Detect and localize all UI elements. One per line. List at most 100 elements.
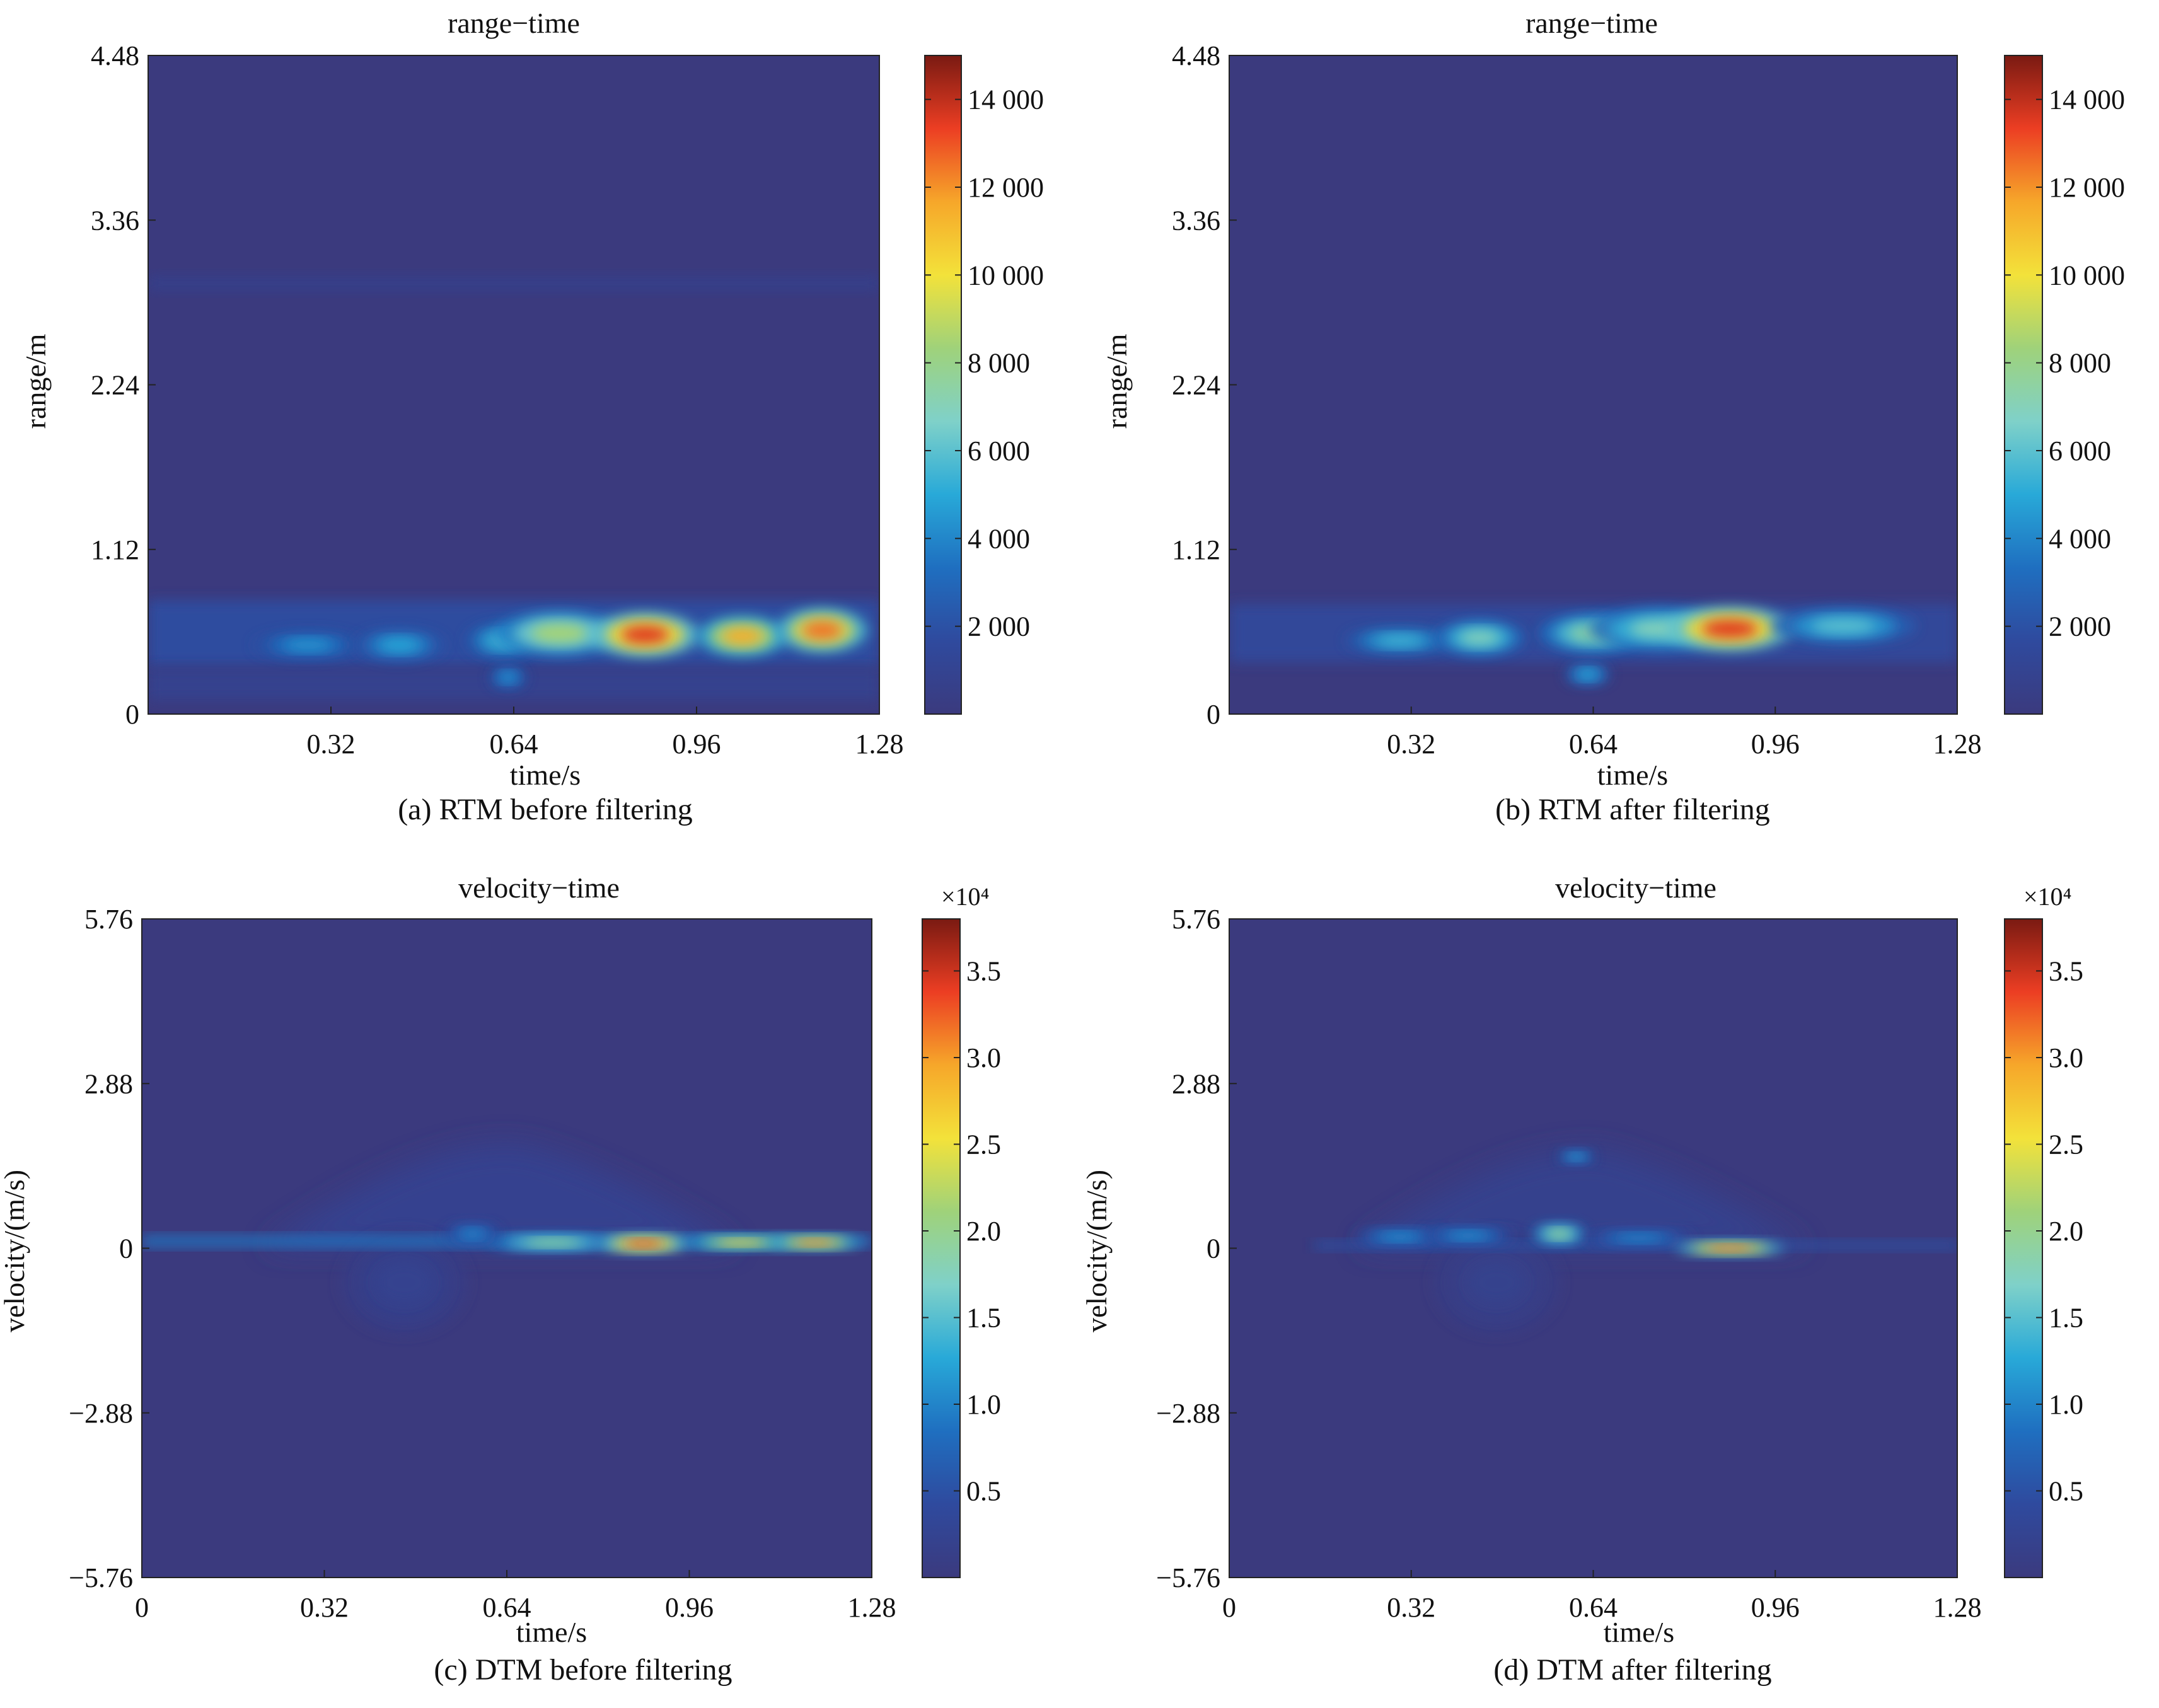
y-tick-label: 0 [1207,1233,1220,1264]
y-tick-label: 3.36 [91,205,139,236]
x-tick-label: 0.32 [1387,1592,1435,1623]
y-axis-label: range/m [20,333,52,429]
heatmap-feature [1547,1230,1571,1238]
colorbar-tick-label: 1.0 [966,1389,1001,1420]
colorbar-tick-label: 0.5 [2049,1476,2083,1507]
figure-caption: (b) RTM after filtering [1495,793,1770,826]
x-axis-label: time/s [1604,1616,1674,1648]
heatmap-feature [794,1240,835,1245]
colorbar-tick-label: 1.5 [2049,1303,2083,1334]
colorbar-tick-label: 3.0 [2049,1042,2083,1073]
y-tick-label: −5.76 [1156,1562,1220,1593]
x-tick-label: 0.32 [1387,729,1435,759]
colorbar-multiplier: ×10⁴ [941,882,990,911]
colorbar-tick-label: 2 000 [968,611,1030,642]
heatmap-field [1314,1150,1957,1334]
x-tick-label: 0.32 [300,1592,349,1623]
heatmap-feature [379,638,420,652]
x-tick-label: 0.96 [1751,729,1800,759]
heatmap-feature [284,639,332,650]
heatmap-feature [148,275,879,291]
heatmap-feature [1375,635,1424,646]
y-tick-label: 0 [119,1233,133,1264]
x-tick-label: 0.64 [1569,729,1618,759]
panel-b: 0.32 0.64 0.96 1.28 0 1.12 2.24 3.36 4.48 range−t… [1101,7,2125,826]
x-tick-label: 0 [1222,1592,1236,1623]
y-tick-label: 4.48 [91,40,139,71]
colorbar-tick-label: 1.0 [2049,1389,2083,1420]
y-tick-label: 2.24 [1172,370,1220,401]
chart-title: velocity−time [1555,872,1716,904]
heatmap-feature [621,626,669,644]
colorbar-tick-label: 2 000 [2049,611,2111,642]
y-tick-label: 5.76 [1172,904,1220,935]
colorbar-tick-label: 0.5 [966,1476,1001,1507]
y-tick-label: 4.48 [1172,40,1220,71]
colorbar-tick-label: 12 000 [2049,172,2125,203]
y-axis-label: velocity/(m/s) [1080,1170,1113,1332]
x-tick-label: 0.96 [673,729,721,759]
heatmap-feature [1706,1245,1754,1251]
y-tick-label: 3.36 [1172,205,1220,236]
chart-title: range−time [1525,7,1658,39]
colorbar [922,918,961,1578]
colorbar-tick-label: 2.0 [2049,1216,2083,1247]
x-axis-label: time/s [510,759,581,791]
y-tick-label: 2.88 [1172,1068,1220,1099]
heatmap-feature [1812,618,1876,633]
heatmap-feature [261,1144,741,1249]
colorbar-tick-label: 2.5 [966,1129,1001,1160]
colorbar-tick-label: 2.5 [2049,1129,2083,1160]
heatmap-feature [1577,670,1598,679]
colorbar [2004,55,2043,715]
y-tick-label: −2.88 [1156,1398,1220,1429]
x-tick-label: 0.64 [1569,1592,1618,1623]
x-tick-label: 1.28 [1933,729,1982,759]
figure-caption: (c) DTM before filtering [434,1653,732,1687]
heatmap-field [148,275,879,701]
y-tick-label: 1.12 [91,534,139,565]
colorbar-tick-label: 2.0 [966,1216,1001,1247]
y-tick-label: 0 [125,699,139,730]
heatmap-feature [1448,1232,1488,1239]
x-axis-label: time/s [1597,759,1668,791]
y-axis-label: range/m [1101,333,1133,429]
x-tick-label: 0.96 [665,1592,714,1623]
heatmap-feature [376,1262,432,1303]
heatmap-feature [1468,1262,1525,1303]
x-tick-label: 0.64 [490,729,538,759]
colorbar-tick-label: 4 000 [968,523,1030,554]
chart-title: velocity−time [458,872,620,904]
colorbar [924,55,962,715]
heatmap-field [1229,604,1957,686]
heatmap-feature [531,624,588,642]
heatmap-feature [524,1238,581,1246]
figure-caption: (a) RTM before filtering [398,793,693,826]
colorbar [2004,918,2043,1578]
heatmap-feature [460,1230,485,1238]
panel-c: 0 0.32 0.64 0.96 1.28 −5.76 −2.88 0 2.88 5.76 velo… [0,872,1001,1687]
heatmap-feature [623,1240,664,1247]
colorbar-tick-label: 6 000 [2049,436,2111,466]
colorbar-tick-label: 10 000 [968,260,1044,291]
chart-title: range−time [448,7,580,39]
x-tick-label: 1.28 [1933,1592,1982,1623]
x-tick-label: 0.64 [483,1592,531,1623]
heatmap-feature [716,1240,765,1245]
y-tick-label: −5.76 [69,1562,133,1593]
x-tick-label: 1.28 [855,729,904,759]
colorbar-tick-label: 8 000 [2049,348,2111,379]
x-axis-label: time/s [516,1616,587,1648]
heatmap-field [142,1144,872,1334]
heatmap-feature [722,628,763,644]
y-tick-label: −2.88 [69,1398,133,1429]
colorbar-tick-label: 3.5 [966,956,1001,987]
y-tick-label: 5.76 [84,904,133,935]
y-tick-label: 2.88 [84,1068,133,1099]
colorbar-tick-label: 10 000 [2049,260,2125,291]
colorbar-tick-label: 14 000 [968,84,1044,115]
colorbar-tick-label: 6 000 [968,436,1030,466]
colorbar-tick-label: 3.0 [966,1042,1001,1073]
colorbar-tick-label: 1.5 [966,1303,1001,1334]
heatmap-feature [802,621,843,640]
